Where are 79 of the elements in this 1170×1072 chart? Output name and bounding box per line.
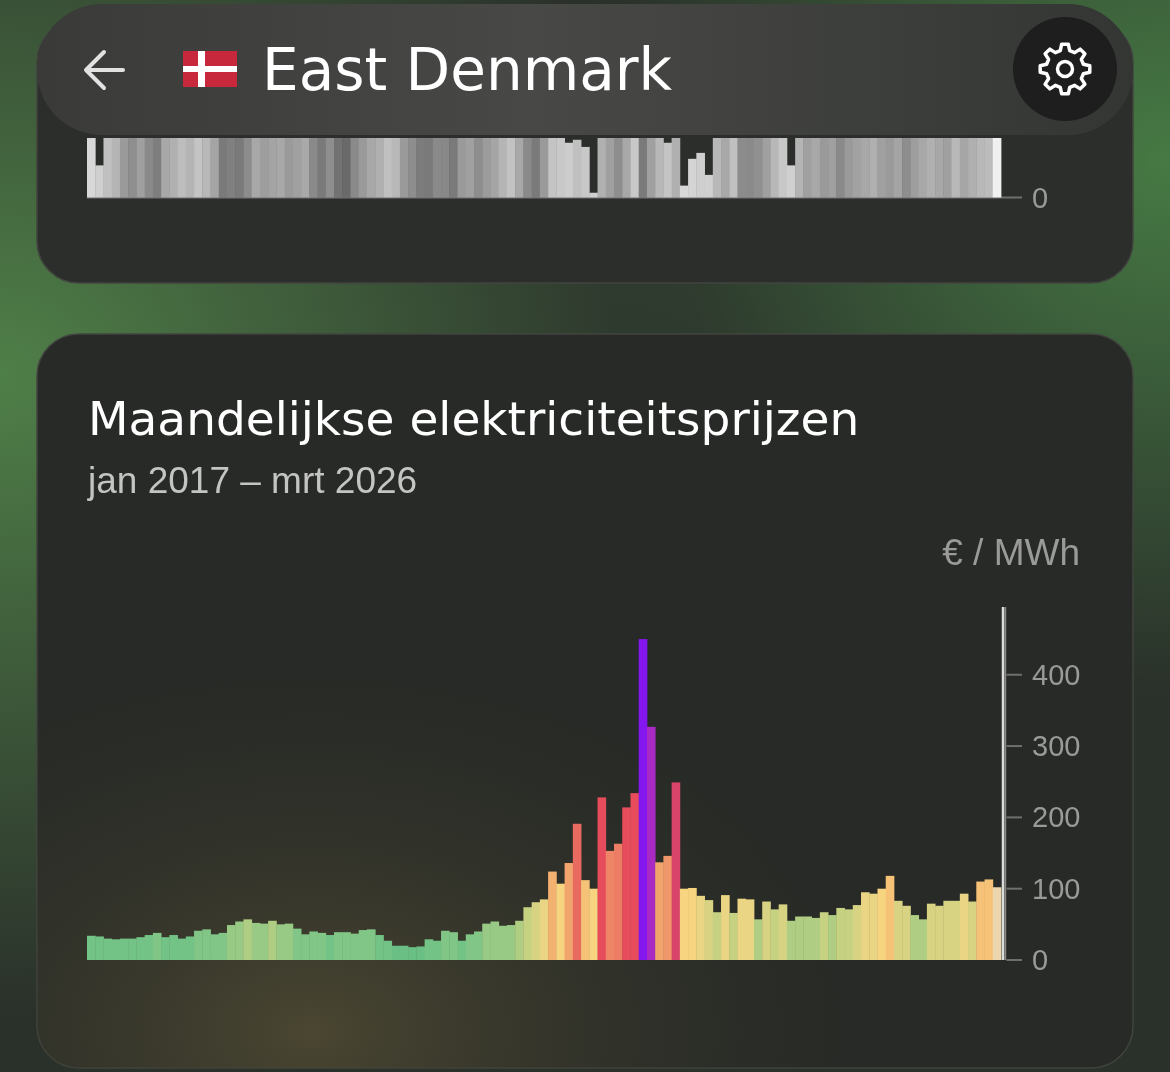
bar bbox=[819, 912, 829, 960]
bar bbox=[721, 138, 730, 198]
bar bbox=[852, 905, 862, 960]
bar bbox=[243, 138, 253, 198]
bar bbox=[795, 138, 804, 198]
bar bbox=[696, 895, 705, 960]
bar bbox=[515, 138, 524, 198]
bar bbox=[358, 138, 368, 198]
bar bbox=[622, 138, 631, 198]
bar bbox=[968, 901, 977, 960]
y-axis-title: € / MWh bbox=[942, 532, 1080, 573]
bar bbox=[309, 138, 318, 198]
bar bbox=[721, 895, 730, 960]
y-tick-label: 300 bbox=[1032, 730, 1081, 763]
bar bbox=[515, 920, 524, 960]
bar bbox=[325, 138, 335, 198]
bar bbox=[350, 138, 360, 198]
bar bbox=[597, 797, 607, 960]
bar bbox=[770, 138, 780, 198]
bar bbox=[564, 863, 574, 960]
bar bbox=[581, 880, 590, 960]
bar bbox=[597, 138, 607, 198]
bar bbox=[268, 920, 277, 960]
bar bbox=[556, 883, 565, 960]
bar bbox=[548, 871, 557, 960]
bar bbox=[729, 138, 738, 198]
bar bbox=[770, 909, 780, 960]
bar bbox=[136, 138, 146, 198]
bar bbox=[646, 726, 656, 960]
bar bbox=[729, 912, 738, 960]
bar bbox=[778, 904, 788, 960]
bar bbox=[753, 919, 763, 960]
chart-title: Maandelijkse elektriciteitsprijzen bbox=[88, 391, 860, 446]
bar bbox=[539, 138, 549, 198]
bar bbox=[646, 138, 656, 198]
bar bbox=[317, 138, 327, 198]
bar bbox=[992, 887, 1002, 960]
bar bbox=[325, 935, 335, 960]
bar bbox=[885, 875, 895, 960]
bar bbox=[902, 138, 911, 198]
bar bbox=[152, 932, 162, 960]
bar bbox=[531, 138, 541, 198]
bar bbox=[712, 138, 722, 198]
chart-subtitle: jan 2017 – mrt 2026 bbox=[87, 460, 418, 501]
bar bbox=[539, 899, 549, 960]
bar bbox=[671, 782, 681, 960]
y-tick-label: 400 bbox=[1032, 658, 1081, 691]
bar bbox=[506, 138, 516, 198]
bar bbox=[630, 138, 640, 198]
bar bbox=[828, 915, 837, 960]
bar bbox=[959, 893, 969, 960]
bar bbox=[523, 138, 533, 198]
bar bbox=[449, 138, 458, 198]
bar bbox=[638, 639, 648, 960]
bar bbox=[498, 138, 508, 198]
bar bbox=[762, 138, 771, 198]
bar bbox=[613, 138, 623, 198]
bar bbox=[210, 138, 220, 198]
bar bbox=[531, 902, 541, 960]
text: East Denmark bbox=[262, 36, 673, 104]
bar bbox=[951, 138, 961, 198]
bar bbox=[836, 138, 845, 198]
bar bbox=[877, 888, 887, 960]
bar bbox=[762, 901, 771, 960]
bar bbox=[474, 138, 483, 198]
bar bbox=[704, 900, 714, 960]
bar bbox=[671, 138, 681, 198]
bar bbox=[605, 138, 615, 198]
y-tick-label: 100 bbox=[1032, 872, 1081, 905]
bar bbox=[589, 888, 598, 960]
bar bbox=[638, 138, 648, 198]
y-tick-label: 200 bbox=[1032, 801, 1081, 834]
bar bbox=[523, 907, 533, 960]
y-tick-label: 0 bbox=[1032, 944, 1049, 976]
bar bbox=[572, 823, 582, 960]
bar bbox=[992, 138, 1002, 198]
bar bbox=[712, 912, 722, 960]
bar bbox=[243, 919, 253, 960]
bar bbox=[457, 940, 467, 960]
